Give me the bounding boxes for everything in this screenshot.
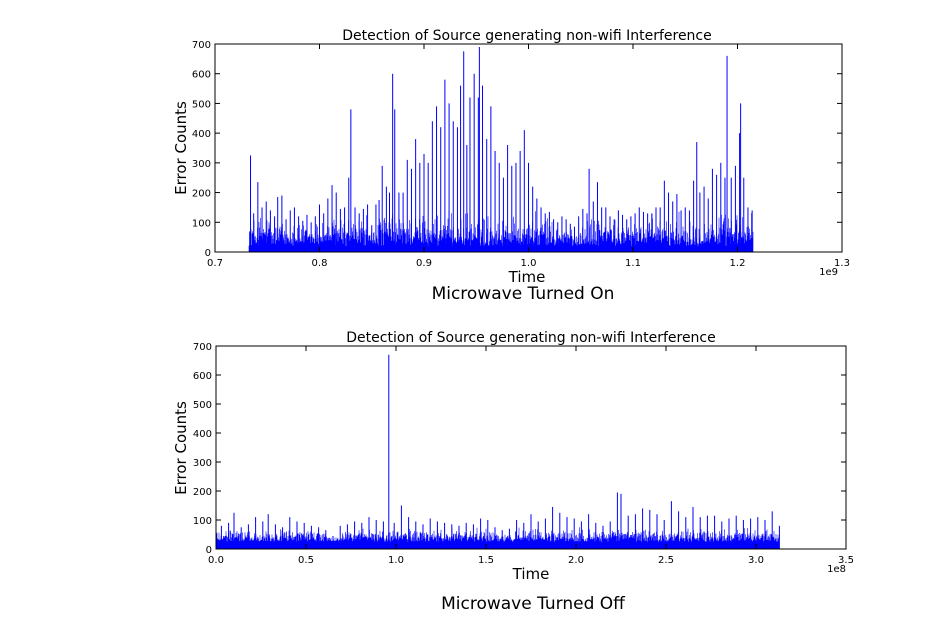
chart-0-offset-label: 1e9 <box>819 267 838 278</box>
chart-0-ytick-label-1: 100 <box>192 218 211 229</box>
chart-0-xtick-label-5: 1.2 <box>730 258 746 269</box>
chart-1-xtick-label-4: 2.0 <box>568 555 584 566</box>
chart-1-x-axis: 0.0 0.5 1.0 1.5 2.0 2.5 3.0 3.5 <box>208 346 854 566</box>
chart-0-xtick-label-3: 1.0 <box>521 258 537 269</box>
chart-0-ytick-label-6: 600 <box>192 70 211 81</box>
chart-0-title: Detection of Source generating non-wifi … <box>342 28 711 44</box>
chart-0-xtick-label-0: 0.7 <box>207 258 223 269</box>
chart-1-y-axis: 0 100 200 300 400 500 600 700 <box>193 342 846 556</box>
chart-1-ytick-label-0: 0 <box>206 545 212 556</box>
chart-0-xtick-label-4: 1.1 <box>625 258 641 269</box>
chart-1-bars <box>215 354 780 549</box>
caption-microwave-on: Microwave Turned On <box>431 284 615 304</box>
chart-1-xtick-label-2: 1.0 <box>388 555 404 566</box>
chart-1-xtick-label-1: 0.5 <box>298 555 314 566</box>
chart-microwave-on: Detection of Source generating non-wifi … <box>172 28 850 286</box>
chart-0-bars <box>248 46 754 252</box>
chart-0-ytick-label-4: 400 <box>192 129 211 140</box>
chart-0-ytick-label-2: 200 <box>192 189 211 200</box>
chart-0-ytick-label-7: 700 <box>192 40 211 51</box>
chart-1-ytick-label-3: 300 <box>193 458 212 469</box>
chart-1-xtick-label-7: 3.5 <box>838 555 854 566</box>
chart-1-title: Detection of Source generating non-wifi … <box>346 330 715 346</box>
chart-0-y-axis: 0 100 200 300 400 500 600 700 <box>192 40 842 259</box>
chart-1-ytick-label-4: 400 <box>193 429 212 440</box>
chart-1-offset-label: 1e8 <box>827 564 846 575</box>
chart-1-xtick-label-3: 1.5 <box>478 555 494 566</box>
chart-1-frame <box>215 345 847 550</box>
chart-microwave-off: Detection of Source generating non-wifi … <box>172 330 854 583</box>
chart-1-ytick-label-5: 500 <box>193 400 212 411</box>
chart-1-xtick-label-0: 0.0 <box>208 555 224 566</box>
chart-1-noise-fill <box>215 527 780 549</box>
chart-1-ylabel: Error Counts <box>172 401 190 495</box>
chart-0-ytick-label-0: 0 <box>205 248 211 259</box>
chart-0-ytick-label-5: 500 <box>192 99 211 110</box>
caption-microwave-off: Microwave Turned Off <box>441 594 625 614</box>
chart-0-xlabel: Time <box>508 268 546 286</box>
chart-0-xtick-label-2: 0.9 <box>416 258 432 269</box>
chart-1-ytick-label-2: 200 <box>193 487 212 498</box>
chart-1-xtick-label-6: 3.0 <box>748 555 764 566</box>
chart-0-x-axis: 0.7 0.8 0.9 1.0 1.1 1.2 1.3 <box>207 44 850 269</box>
chart-0-xtick-label-6: 1.3 <box>834 258 850 269</box>
chart-1-ytick-label-1: 100 <box>193 516 212 527</box>
chart-1-ytick-label-7: 700 <box>193 342 212 353</box>
chart-1-ytick-label-6: 600 <box>193 371 212 382</box>
chart-0-ylabel: Error Counts <box>172 101 190 195</box>
chart-1-xtick-label-5: 2.5 <box>658 555 674 566</box>
chart-0-noise-fill <box>248 211 754 252</box>
chart-0-xtick-label-1: 0.8 <box>312 258 328 269</box>
chart-0-ytick-label-3: 300 <box>192 159 211 170</box>
chart-1-xlabel: Time <box>512 565 550 583</box>
